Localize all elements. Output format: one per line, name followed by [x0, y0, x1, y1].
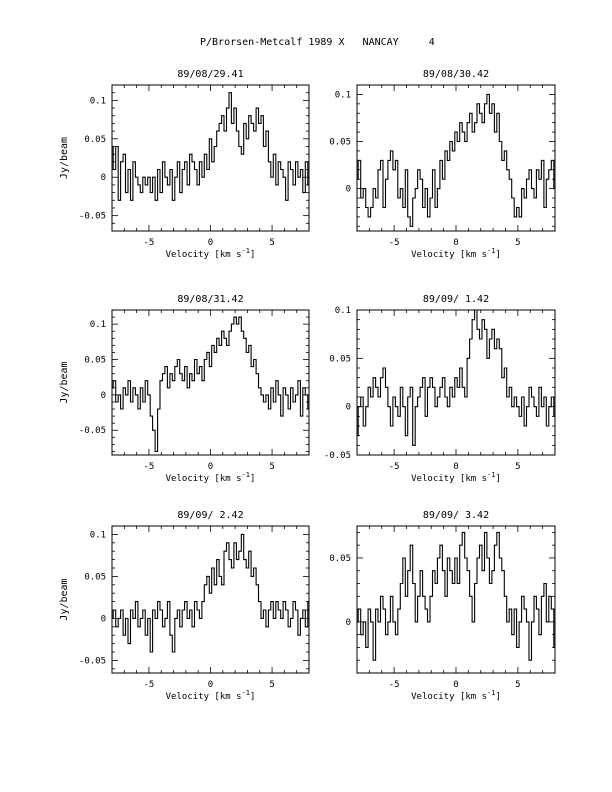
panel-title: 89/09/ 3.42 — [423, 510, 489, 521]
y-tick-label: 0.05 — [329, 138, 351, 148]
x-axis-label: Velocity [km s-1] — [166, 247, 256, 260]
y-tick-label: 0 — [101, 614, 106, 624]
y-tick-label: -0.05 — [79, 212, 106, 222]
y-tick-label: 0.05 — [329, 554, 351, 564]
spectrum-line — [112, 316, 309, 453]
x-tick-label: 0 — [453, 680, 458, 690]
spectrum-panel-1: 89/08/29.41 -5 0 5 -0.05 0 0.05 0.1 Velocity [km… — [59, 69, 310, 260]
y-tick-label: 0.05 — [84, 356, 106, 366]
x-axis-label: Velocity [km s-1] — [166, 471, 256, 484]
x-axis-label: Velocity [km s-1] — [411, 471, 501, 484]
spectrum-line — [357, 93, 555, 227]
spectrum-line — [112, 533, 309, 653]
y-tick-label: 0.1 — [90, 96, 106, 106]
x-tick-label: -5 — [144, 680, 155, 690]
y-tick-label: 0.05 — [329, 354, 351, 364]
y-axis-label: Jy/beam — [59, 361, 70, 403]
plot-frame — [111, 84, 310, 232]
spectrum-panel-2: 89/08/30.42 -5 0 5 0 0.05 0.1 Velocity [km s-1] — [329, 69, 556, 260]
spectrum-line — [112, 92, 309, 201]
y-tick-label: 0.1 — [90, 320, 106, 330]
y-axis-label: Jy/beam — [59, 137, 70, 179]
x-axis-label: Velocity [km s-1] — [411, 247, 501, 260]
x-tick-label: 0 — [208, 680, 213, 690]
x-tick-label: -5 — [389, 680, 400, 690]
x-tick-label: -5 — [144, 238, 155, 248]
spectrum-line — [357, 531, 555, 661]
y-tick-label: 0.05 — [84, 135, 106, 145]
x-tick-label: 0 — [453, 238, 458, 248]
y-axis-label: Jy/beam — [59, 578, 70, 620]
y-tick-label: -0.05 — [324, 451, 351, 461]
panel-title: 89/08/29.41 — [177, 69, 243, 80]
plot-frame — [111, 309, 310, 456]
panel-title: 89/09/ 1.42 — [423, 294, 489, 305]
spectrum-panel-3: 89/08/31.42 -5 0 5 -0.05 0 0.05 0.1 Velocity [km… — [59, 294, 310, 484]
x-tick-label: 5 — [269, 680, 274, 690]
x-tick-label: 5 — [515, 238, 520, 248]
y-tick-label: 0.1 — [335, 306, 351, 316]
x-tick-label: 0 — [208, 462, 213, 472]
x-tick-label: 5 — [515, 680, 520, 690]
plot-frame — [111, 525, 310, 674]
y-tick-label: 0 — [101, 391, 106, 401]
y-tick-label: -0.05 — [79, 656, 106, 666]
plot-frame — [356, 84, 556, 232]
y-tick-label: 0 — [346, 185, 351, 195]
x-axis-label: Velocity [km s-1] — [411, 689, 501, 702]
spectrum-panel-6: 89/09/ 3.42 -5 0 5 0 0.05 Velocity [km s-1] — [329, 510, 556, 702]
spectrum-panel-5: 89/09/ 2.42 -5 0 5 -0.05 0 0.05 0.1 Velocity [km… — [59, 510, 310, 702]
x-tick-label: 5 — [515, 462, 520, 472]
x-tick-label: -5 — [144, 462, 155, 472]
x-tick-label: 5 — [269, 238, 274, 248]
spectrum-line — [357, 309, 555, 446]
panel-title: 89/08/31.42 — [177, 294, 243, 305]
y-tick-label: 0.05 — [84, 572, 106, 582]
plot-frame — [356, 309, 556, 456]
y-tick-label: 0.1 — [90, 530, 106, 540]
x-tick-label: -5 — [389, 238, 400, 248]
x-axis-label: Velocity [km s-1] — [166, 689, 256, 702]
y-tick-label: 0 — [346, 618, 351, 628]
x-tick-label: 0 — [208, 238, 213, 248]
spectrum-panel-4: 89/09/ 1.42 -5 0 5 -0.05 0 0.05 0.1 Velocity [km… — [324, 294, 556, 484]
y-tick-label: 0.1 — [335, 90, 351, 100]
x-tick-label: -5 — [389, 462, 400, 472]
panel-title: 89/09/ 2.42 — [177, 510, 243, 521]
y-tick-label: 0 — [346, 403, 351, 413]
x-tick-label: 5 — [269, 462, 274, 472]
x-tick-label: 0 — [453, 462, 458, 472]
plot-frame — [356, 525, 556, 674]
y-tick-label: 0 — [101, 173, 106, 183]
panel-title: 89/08/30.42 — [423, 69, 489, 80]
y-tick-label: -0.05 — [79, 426, 106, 436]
